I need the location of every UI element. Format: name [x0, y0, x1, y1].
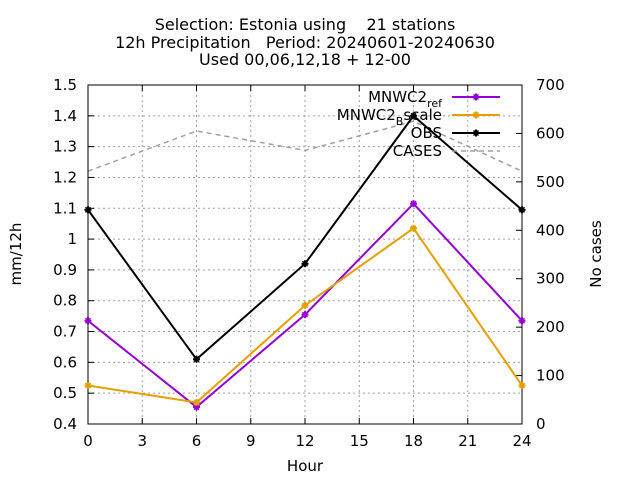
chart-title-line-3: Used 00,06,12,18 + 12-00 — [199, 50, 411, 69]
legend-entry: MNWC2Bscale — [337, 106, 500, 128]
y-tick-label: 1 — [67, 230, 77, 248]
x-tick-label: 3 — [137, 432, 147, 450]
x-tick-label: 21 — [458, 432, 477, 450]
data-point — [193, 355, 200, 363]
x-axis-label: Hour — [287, 457, 324, 475]
y-tick-label: 0.8 — [53, 292, 77, 310]
y-tick-label: 1.1 — [53, 199, 77, 217]
y-tick-label: 1.4 — [53, 107, 77, 125]
x-tick-label: 18 — [404, 432, 423, 450]
data-point — [518, 381, 526, 389]
data-point — [84, 206, 92, 214]
y-tick-label: 0.6 — [53, 353, 77, 371]
x-tick-label: 24 — [512, 432, 531, 450]
y-tick-label: 0.5 — [53, 384, 77, 402]
data-point — [301, 301, 309, 309]
x-tick-label: 15 — [350, 432, 369, 450]
y2-tick-label: 700 — [536, 76, 565, 94]
y-axis-label: mm/12h — [7, 223, 25, 286]
legend-label: MNWC2ref — [368, 88, 443, 110]
chart-title-line-1: Selection: Estonia using 21 stations — [155, 15, 456, 34]
y2-tick-label: 200 — [536, 318, 565, 336]
data-point — [84, 317, 92, 325]
y2-tick-label: 600 — [536, 124, 565, 142]
y2-tick-label: 400 — [536, 221, 565, 239]
data-point — [410, 200, 417, 208]
y-tick-label: 0.4 — [53, 415, 77, 433]
data-point — [193, 398, 200, 406]
legend-label: CASES — [393, 142, 442, 160]
y2-tick-label: 0 — [536, 415, 546, 433]
legend-entry: OBS — [411, 124, 500, 142]
data-series — [84, 112, 526, 411]
series-cases — [87, 120, 523, 172]
cases-series — [87, 120, 523, 172]
data-point — [84, 381, 92, 389]
y2-axis-label: No cases — [587, 220, 605, 288]
data-point — [410, 224, 417, 232]
x-tick-label: 12 — [295, 432, 314, 450]
legend-label: OBS — [411, 124, 442, 142]
y-tick-label: 1.2 — [53, 168, 77, 186]
data-point — [518, 206, 526, 214]
series-mnwc2-ref — [84, 200, 526, 411]
y-tick-label: 1.3 — [53, 138, 77, 156]
x-tick-label: 9 — [246, 432, 256, 450]
data-point — [518, 317, 526, 325]
x-tick-label: 0 — [83, 432, 93, 450]
y-tick-label: 1.5 — [53, 76, 77, 94]
legend-label: MNWC2Bscale — [337, 106, 442, 128]
y-tick-label: 0.7 — [53, 323, 77, 341]
chart-title-line-2: 12h Precipitation Period: 20240601-20240… — [115, 33, 495, 52]
axis-ticks: 0 3 6 9 12 15 18 21 24 0.4 0.5 0.6 0.7 0.8 0.9 1 1.1 1.2 1… — [53, 76, 565, 450]
y2-tick-label: 300 — [536, 270, 565, 288]
y-tick-label: 0.9 — [53, 261, 77, 279]
data-point — [410, 112, 417, 120]
legend-entry: CASES — [393, 142, 500, 160]
y2-tick-label: 500 — [536, 173, 565, 191]
data-point — [301, 311, 309, 319]
series-mnwc2-bscale — [84, 224, 526, 406]
y2-tick-label: 100 — [536, 367, 565, 385]
series-line — [87, 120, 523, 172]
legend-entry: MNWC2ref — [368, 88, 500, 110]
grid-lines — [88, 85, 522, 424]
x-tick-label: 6 — [192, 432, 202, 450]
series-line — [87, 114, 523, 361]
data-point — [301, 260, 309, 268]
series-obs — [84, 112, 526, 363]
